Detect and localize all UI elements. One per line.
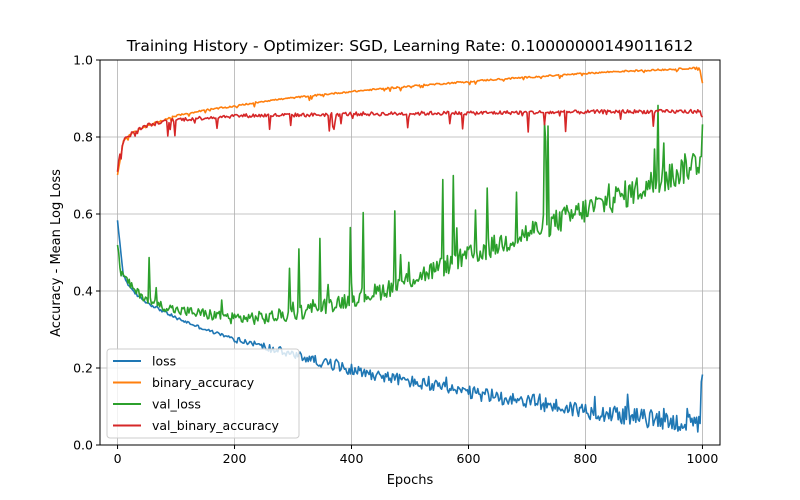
y-tick-label: 1.0 [73,53,93,68]
x-axis-label: Epochs [387,473,434,488]
y-tick-label: 0.2 [73,361,93,376]
y-tick-label: 0.0 [73,438,93,453]
series-line-val-loss [116,104,704,326]
series-layer [116,66,704,433]
x-tick-label: 600 [457,451,481,466]
x-tick-label: 0 [114,451,122,466]
ticks: 0 200 400 600 800 1000 0.0 0.2 0.4 0.6 0.8 1.0 [73,53,718,467]
y-tick-label: 0.4 [73,284,93,299]
x-tick-label: 200 [223,451,247,466]
legend-box [106,348,300,439]
legend-label: binary_accuracy [152,375,255,390]
series-line-binary-accuracy [116,66,704,176]
x-tick-label: 1000 [687,451,719,466]
plot-area-frame [99,59,721,446]
series-line-loss [116,220,704,433]
legend: loss binary_accuracy val_loss val_binary_ac… [106,348,300,439]
x-tick-label: 400 [340,451,364,466]
legend-label: loss [152,354,176,369]
y-axis-label: Accuracy - Mean Log Loss [49,169,64,337]
series-line-val-binary-accuracy [116,108,704,172]
chart-title: Training History - Optimizer: SGD, Learn… [126,37,693,55]
legend-label: val_binary_accuracy [152,418,280,433]
y-tick-label: 0.6 [73,207,93,222]
legend-label: val_loss [152,397,201,412]
x-tick-label: 800 [574,451,598,466]
y-tick-label: 0.8 [73,130,93,145]
